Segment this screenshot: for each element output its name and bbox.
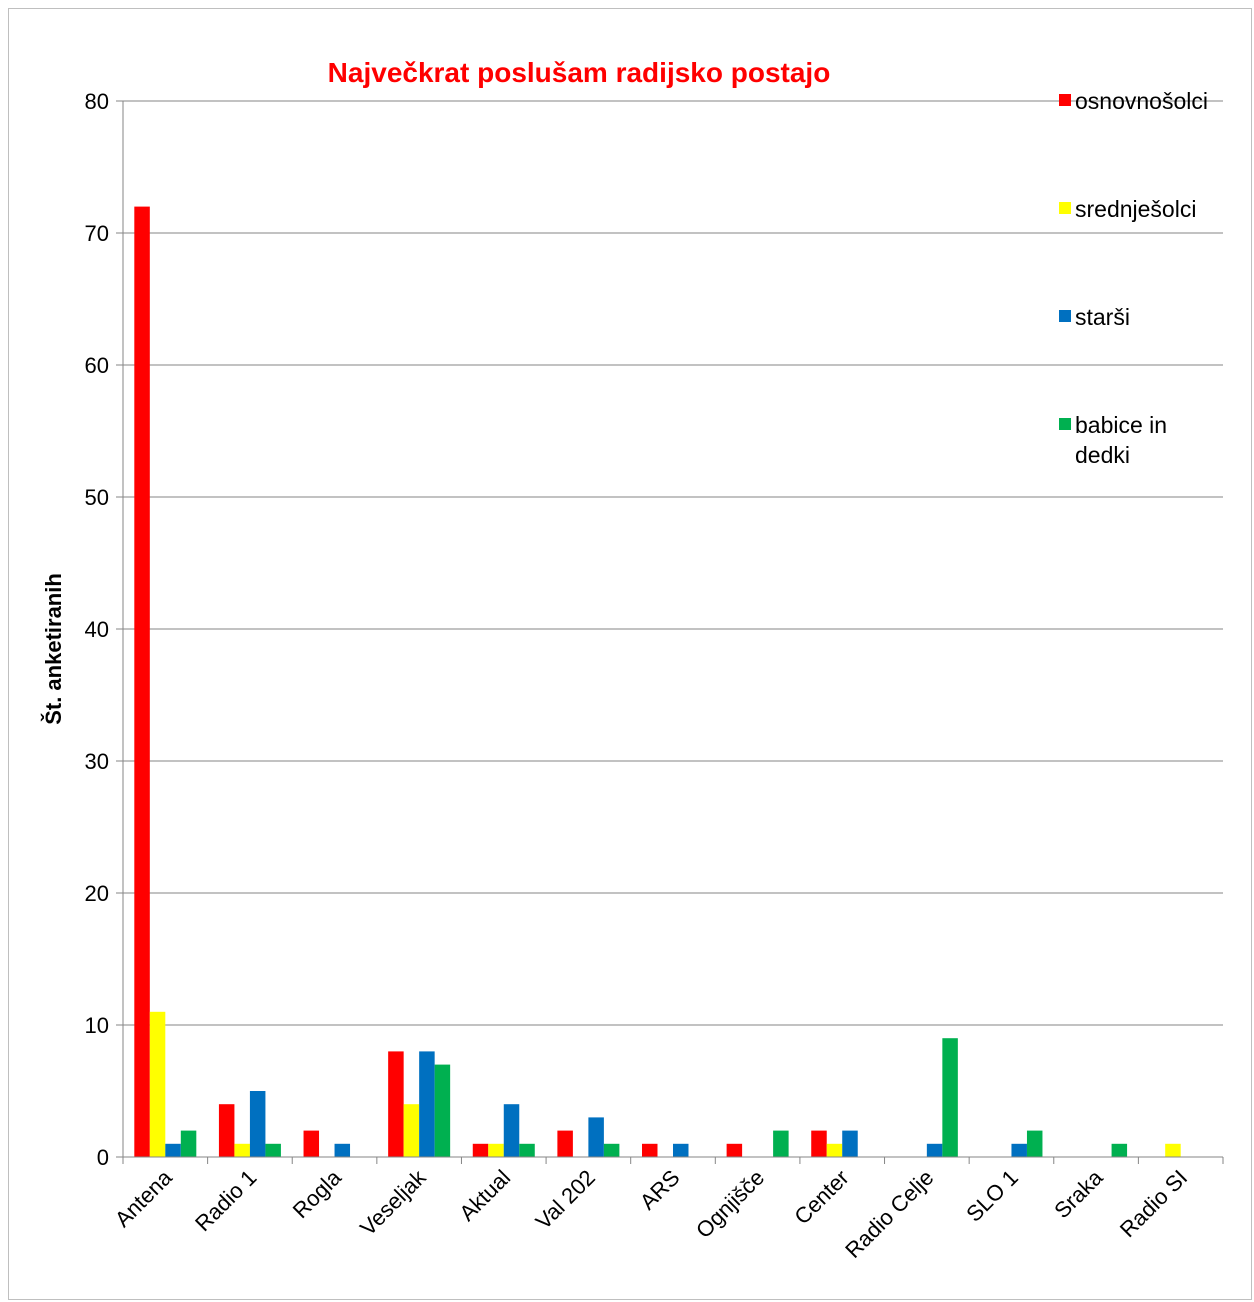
x-tick-label: Aktual: [454, 1165, 515, 1226]
y-axis-ticks: 0 10 20 30 40 50 60 70 80: [85, 89, 123, 1170]
x-tick-label: Radio SI: [1115, 1165, 1192, 1242]
bar-osnovnošolci: [134, 206, 150, 1158]
legend-label: osnovnošolci: [1075, 88, 1208, 114]
gridlines: [123, 100, 1223, 1026]
bar-starši: [673, 1143, 689, 1157]
bar-starši: [503, 1104, 520, 1157]
bar-starši: [419, 1051, 435, 1157]
bar-babice-in-dedki: [1026, 1130, 1043, 1157]
x-tick-label: ARS: [635, 1165, 685, 1215]
bar-osnovnošolci: [557, 1130, 573, 1157]
legend-swatch: [1059, 94, 1071, 106]
bar-starši: [165, 1143, 181, 1157]
bar-starši: [334, 1143, 351, 1157]
y-tick-label: 80: [85, 89, 109, 114]
y-tick-label: 60: [85, 353, 109, 378]
y-tick-label: 10: [85, 1013, 109, 1038]
x-tick-label: Rogla: [288, 1164, 347, 1223]
bar-srednješolci: [234, 1143, 250, 1157]
bar-babice-in-dedki: [434, 1064, 451, 1157]
bar-babice-in-dedki: [265, 1143, 281, 1157]
bar-osnovnošolci: [642, 1143, 658, 1157]
legend-swatch: [1059, 202, 1071, 214]
x-tick-label: Antena: [110, 1164, 178, 1232]
legend-swatch: [1059, 310, 1071, 322]
y-tick-label: 0: [97, 1145, 109, 1170]
bar-starši: [926, 1143, 943, 1157]
chart-frame: Največkrat poslušam radijsko postajo Št.…: [8, 8, 1252, 1300]
legend-label: babice in dedki: [1075, 412, 1167, 468]
bar-srednješolci: [149, 1011, 166, 1157]
x-tick-label: Radio 1: [190, 1165, 261, 1236]
bar-srednješolci: [488, 1143, 504, 1157]
bars: [134, 206, 1181, 1158]
axes: [122, 101, 1223, 1158]
x-tick-label: Sraka: [1049, 1164, 1108, 1223]
bar-osnovnošolci: [472, 1143, 489, 1157]
bar-osnovnošolci: [811, 1130, 827, 1157]
bar-babice-in-dedki: [942, 1038, 958, 1157]
legend: osnovnošolci srednješolci starši babice in d…: [1059, 88, 1208, 468]
legend-label: starši: [1075, 304, 1130, 330]
chart-svg: Največkrat poslušam radijsko postajo Št.…: [41, 57, 1224, 1263]
bar-osnovnošolci: [218, 1104, 235, 1157]
x-tick-label: Center: [789, 1165, 853, 1229]
x-tick-label: Veseljak: [355, 1164, 431, 1240]
bar-starši: [1011, 1143, 1027, 1157]
x-tick-label: Val 202: [531, 1165, 600, 1234]
legend-label: srednješolci: [1075, 196, 1196, 222]
bar-srednješolci: [1165, 1143, 1181, 1157]
y-axis-label: Št. anketiranih: [41, 573, 66, 725]
bar-babice-in-dedki: [603, 1143, 620, 1157]
x-axis-ticks: Antena Radio 1 Rogla Veseljak Aktual Val 202 A…: [110, 1157, 1224, 1263]
bar-babice-in-dedki: [519, 1143, 535, 1157]
bar-babice-in-dedki: [1111, 1143, 1128, 1157]
bar-babice-in-dedki: [773, 1130, 789, 1157]
y-tick-label: 20: [85, 881, 109, 906]
bar-srednješolci: [826, 1143, 843, 1157]
x-tick-label: SLO 1: [961, 1165, 1023, 1227]
x-tick-label: Ognjišče: [691, 1165, 769, 1243]
bar-starši: [249, 1091, 266, 1157]
y-tick-label: 30: [85, 749, 109, 774]
y-tick-label: 70: [85, 221, 109, 246]
legend-swatch: [1059, 418, 1071, 430]
bar-osnovnošolci: [726, 1143, 743, 1157]
chart-title: Največkrat poslušam radijsko postajo: [328, 57, 831, 88]
bar-osnovnošolci: [303, 1130, 320, 1157]
bar-starši: [588, 1117, 604, 1157]
bar-srednješolci: [403, 1104, 420, 1157]
x-tick-label: Radio Celje: [840, 1165, 938, 1263]
bar-babice-in-dedki: [180, 1130, 197, 1157]
y-tick-label: 50: [85, 485, 109, 510]
bar-starši: [842, 1130, 858, 1157]
bar-osnovnošolci: [388, 1051, 404, 1157]
y-tick-label: 40: [85, 617, 109, 642]
